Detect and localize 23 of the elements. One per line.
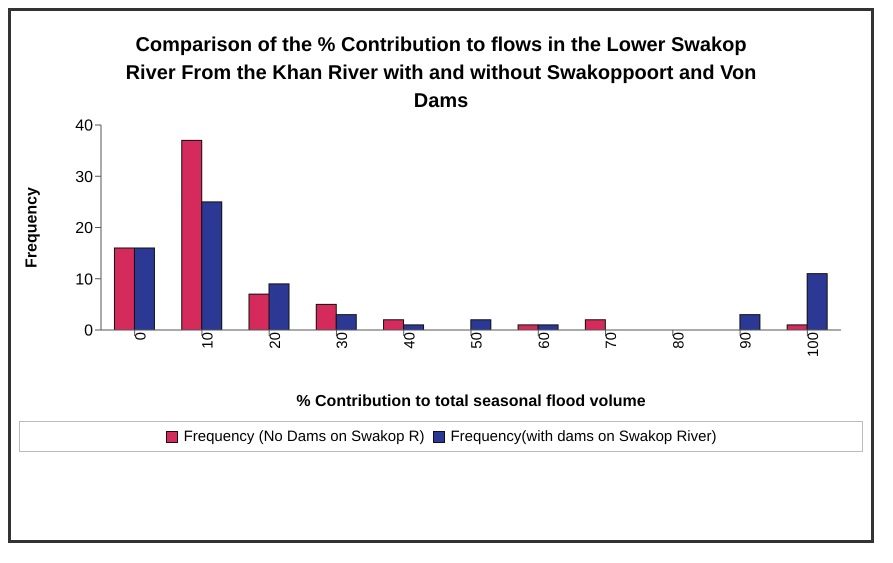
x-tick-label: 50 xyxy=(468,332,486,349)
x-tick-label: 30 xyxy=(334,332,352,349)
bar xyxy=(470,319,492,330)
x-tick-label: 70 xyxy=(603,332,620,349)
y-tick-label: 40 xyxy=(75,118,94,135)
x-tick-label: 90 xyxy=(738,332,755,349)
legend-label: Frequency(with dams on Swakop River) xyxy=(450,428,716,445)
chart-title: Comparison of the % Contribution to flows in the Lower Swakop River From the Khan River with and without Swakoppoort and Von Dams xyxy=(124,33,758,114)
x-tick-label: 40 xyxy=(401,332,418,349)
x-axis-title: % Contribution to total seasonal flood volume xyxy=(295,393,647,411)
x-tick-label: 100 xyxy=(805,332,822,358)
bar xyxy=(739,314,760,330)
legend-label: Frequency (No Dams on Swakop R) xyxy=(184,428,424,445)
y-tick-label: 30 xyxy=(75,168,94,186)
y-tick-label: 20 xyxy=(75,220,94,238)
y-axis-title: Frequency xyxy=(24,186,41,268)
x-tick-label: 20 xyxy=(266,332,284,349)
x-tick-label: 10 xyxy=(200,332,217,349)
x-tick-label: 80 xyxy=(670,332,688,349)
x-tick-label: 0 xyxy=(132,332,150,340)
bar xyxy=(584,319,606,330)
y-tick-label: 10 xyxy=(75,271,94,288)
x-tick-label: 60 xyxy=(536,332,553,349)
